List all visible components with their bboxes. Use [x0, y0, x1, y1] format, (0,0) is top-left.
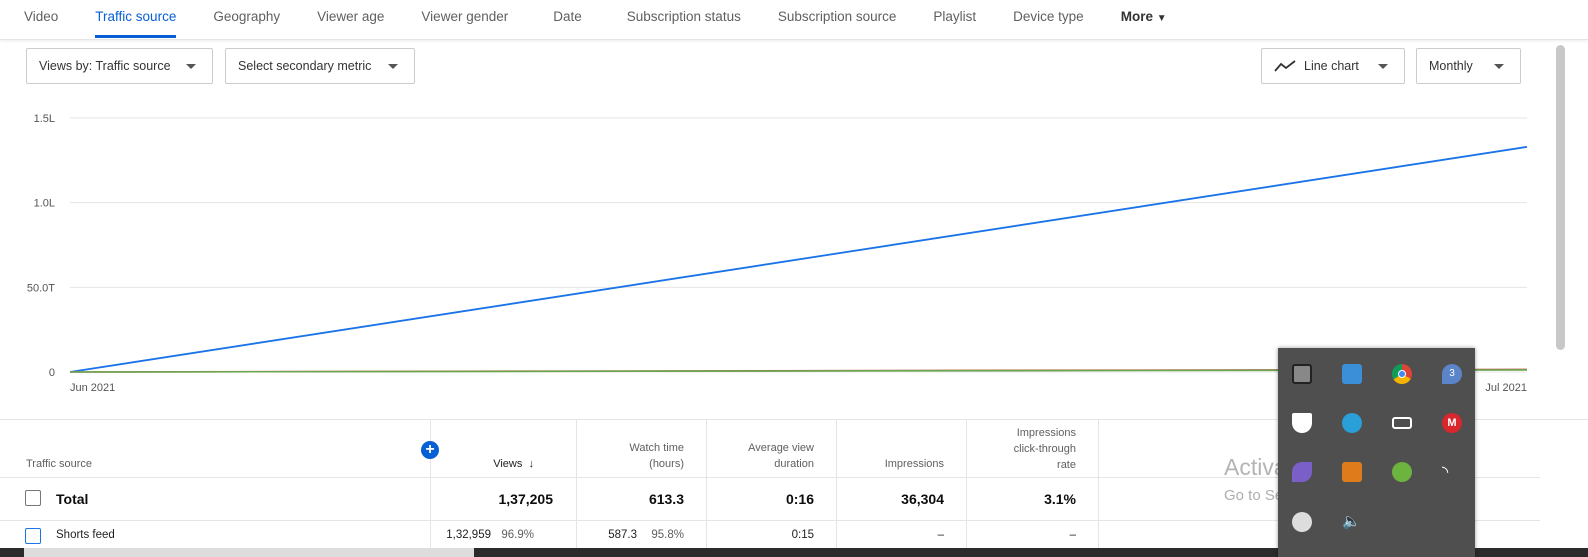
secondary-metric-label: Select secondary metric	[238, 59, 372, 73]
java-icon[interactable]	[1342, 462, 1362, 482]
tab-subscription-status[interactable]: Subscription status	[626, 8, 741, 24]
avd-line1: Average view	[748, 442, 814, 454]
x-tick-label: Jul 2021	[1485, 382, 1527, 394]
system-tray-overflow: 3 M ◝ 🔈	[1278, 348, 1475, 557]
row-views: 1,32,959	[446, 529, 491, 541]
notification-badge-icon[interactable]: 3	[1442, 364, 1462, 384]
total-checkbox[interactable]	[25, 490, 41, 506]
header-watch-time[interactable]: Watch time (hours)	[629, 440, 684, 472]
primary-metric-dropdown[interactable]: Views by: Traffic source	[26, 48, 213, 84]
tab-geography[interactable]: Geography	[213, 8, 281, 24]
caret-down-icon: ▼	[1156, 12, 1167, 24]
tab-bar: Video Traffic source Geography Viewer ag…	[0, 0, 1588, 40]
views-label: Views	[493, 458, 523, 470]
row-views-pct: 96.9%	[501, 529, 534, 541]
network-adapter-icon[interactable]	[1342, 364, 1362, 384]
x-tick-label: Jun 2021	[70, 382, 115, 394]
row-checkbox[interactable]	[25, 528, 41, 544]
row-impressions: –	[937, 529, 944, 541]
display-icon[interactable]	[1292, 364, 1312, 384]
row-watch: 587.3	[608, 529, 637, 541]
watch-line2: (hours)	[649, 458, 684, 470]
row-ctr: –	[1069, 529, 1076, 541]
header-impressions[interactable]: Impressions	[884, 458, 944, 470]
onedrive-error-icon[interactable]	[1292, 512, 1312, 532]
check-app-icon[interactable]	[1392, 462, 1412, 482]
line-chart-icon	[1274, 60, 1296, 72]
caret-down-icon	[1378, 64, 1388, 69]
mega-icon[interactable]: M	[1442, 413, 1462, 433]
watch-line1: Watch time	[629, 442, 684, 454]
volume-icon[interactable]: 🔈	[1342, 513, 1361, 530]
vertical-scrollbar[interactable]	[1556, 45, 1565, 350]
header-views[interactable]: Views ↓	[493, 456, 534, 472]
y-tick-label: 50.0T	[27, 282, 55, 294]
tab-viewer-gender[interactable]: Viewer gender	[421, 8, 509, 24]
defender-warning-icon[interactable]	[1292, 413, 1312, 433]
line-chart: 0 50.0T 1.0L 1.5L Jun 2021 Jul 2021	[27, 113, 1528, 394]
tab-viewer-age[interactable]: Viewer age	[317, 8, 385, 24]
tab-more[interactable]: More ▼	[1121, 0, 1167, 40]
header-ctr[interactable]: Impressions click-through rate	[1014, 425, 1076, 473]
feather-icon[interactable]	[1292, 462, 1312, 482]
primary-metric-label: Views by: Traffic source	[39, 59, 171, 73]
chart-type-label: Line chart	[1304, 59, 1359, 73]
horizontal-scrollbar[interactable]	[0, 548, 1588, 557]
period-label: Monthly	[1429, 59, 1473, 73]
tab-subscription-source[interactable]: Subscription source	[777, 8, 897, 24]
tab-device-type[interactable]: Device type	[1013, 8, 1084, 24]
secondary-metric-dropdown[interactable]: Select secondary metric	[225, 48, 415, 84]
period-dropdown[interactable]: Monthly	[1416, 48, 1521, 84]
total-label: Total	[56, 491, 89, 507]
battery-icon[interactable]	[1392, 417, 1412, 429]
tab-playlist[interactable]: Playlist	[933, 8, 977, 24]
data-table	[0, 419, 1588, 420]
total-watch-time: 613.3	[648, 491, 684, 507]
ctr-line2: click-through	[1013, 443, 1076, 455]
caret-down-icon	[1494, 64, 1504, 69]
chart-type-dropdown[interactable]: Line chart	[1261, 48, 1405, 84]
total-impressions: 36,304	[901, 491, 944, 507]
total-avd: 0:16	[785, 491, 814, 507]
tab-traffic-source[interactable]: Traffic source	[95, 0, 177, 40]
header-traffic-source[interactable]: Traffic source	[26, 458, 93, 470]
tab-video[interactable]: Video	[24, 8, 59, 24]
avd-line2: duration	[774, 458, 814, 470]
row-avd: 0:15	[791, 529, 814, 541]
total-views: 1,37,205	[498, 491, 554, 507]
y-tick-label: 1.0L	[34, 198, 55, 210]
y-tick-label: 1.5L	[34, 113, 55, 125]
tab-date[interactable]: Date	[553, 8, 582, 24]
ctr-line3: rate	[1057, 459, 1076, 471]
total-ctr: 3.1%	[1044, 491, 1076, 507]
row-watch-pct: 95.8%	[651, 529, 684, 541]
row-label[interactable]: Shorts feed	[56, 529, 115, 541]
chrome-icon[interactable]	[1392, 364, 1412, 384]
caret-down-icon	[186, 64, 196, 69]
y-tick-label: 0	[49, 367, 55, 379]
header-avg-view-duration[interactable]: Average view duration	[748, 440, 814, 472]
telegram-icon[interactable]	[1342, 413, 1362, 433]
caret-down-icon	[388, 64, 398, 69]
sort-down-arrow-icon: ↓	[528, 458, 535, 470]
wifi-icon[interactable]: ◝	[1442, 464, 1449, 481]
series-line	[69, 145, 1528, 373]
add-metric-button[interactable]: +	[421, 441, 439, 459]
more-label: More	[1120, 8, 1153, 24]
ctr-line1: Impressions	[1016, 427, 1076, 439]
